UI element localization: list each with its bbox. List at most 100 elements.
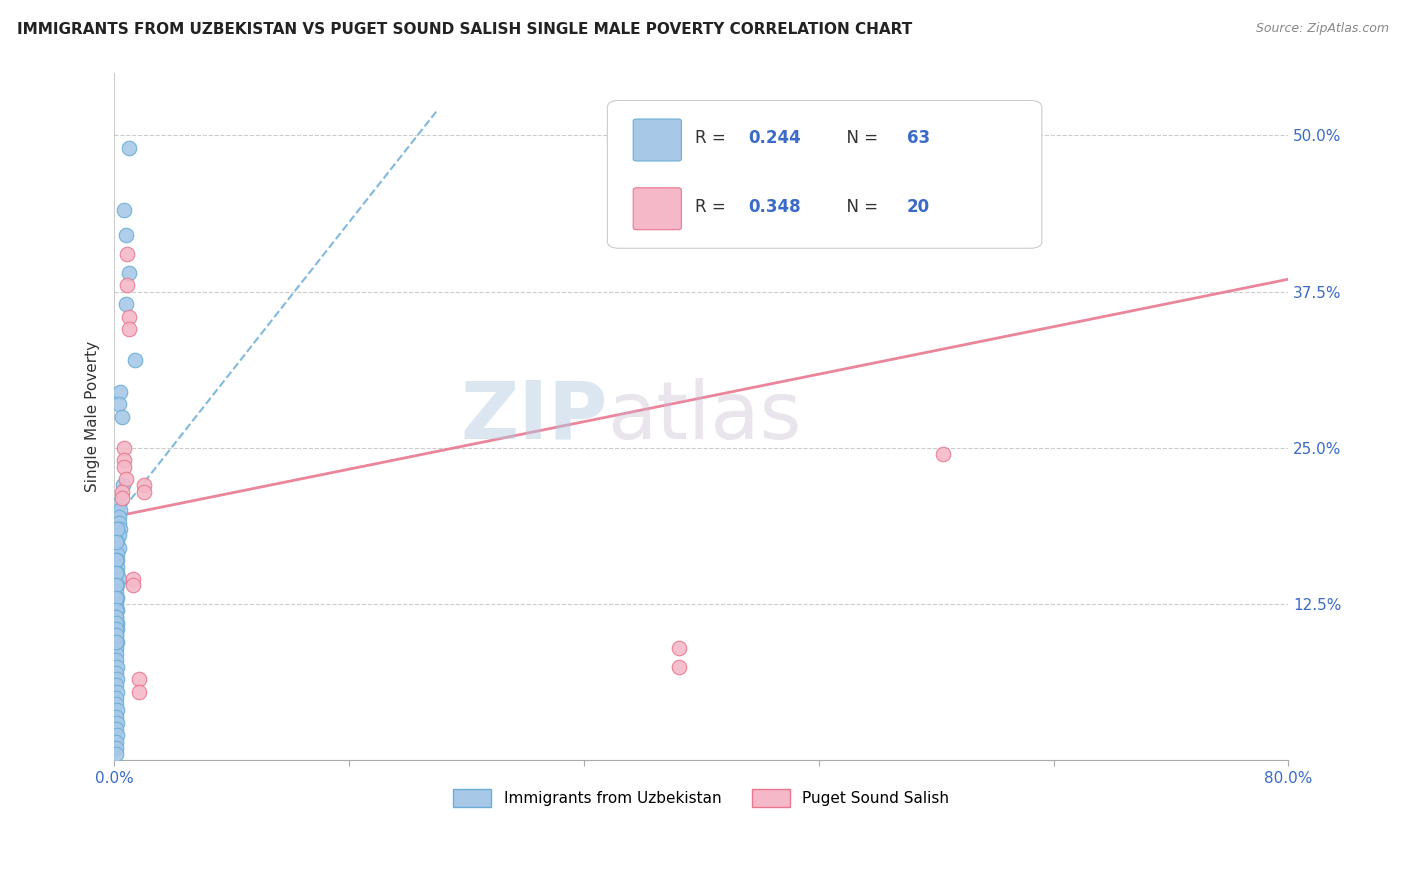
- Text: atlas: atlas: [607, 377, 801, 456]
- Point: [104, 609, 127, 624]
- Point: [105, 615, 128, 630]
- Point: [132, 484, 155, 499]
- Point: [128, 684, 150, 698]
- Point: [111, 478, 134, 492]
- Point: [114, 459, 136, 474]
- Y-axis label: Single Male Poverty: Single Male Poverty: [86, 341, 100, 492]
- Point: [105, 659, 128, 673]
- Point: [104, 628, 127, 642]
- Point: [107, 516, 129, 530]
- Point: [114, 441, 136, 455]
- Point: [115, 472, 138, 486]
- Point: [108, 384, 131, 399]
- Point: [104, 622, 127, 636]
- Point: [105, 672, 128, 686]
- Text: 63: 63: [907, 129, 929, 147]
- Point: [104, 697, 127, 711]
- Text: R =: R =: [696, 198, 731, 216]
- Point: [114, 203, 136, 218]
- Point: [105, 559, 128, 574]
- Point: [105, 603, 128, 617]
- Point: [105, 566, 128, 580]
- Point: [118, 322, 141, 336]
- Text: 20: 20: [907, 198, 929, 216]
- Point: [104, 653, 127, 667]
- Point: [122, 572, 145, 586]
- Point: [104, 690, 127, 705]
- Point: [132, 478, 155, 492]
- Point: [104, 647, 127, 661]
- Point: [105, 534, 128, 549]
- Text: ZIP: ZIP: [460, 377, 607, 456]
- Point: [105, 703, 128, 717]
- Point: [105, 522, 128, 536]
- Point: [107, 497, 129, 511]
- Point: [104, 640, 127, 655]
- Point: [104, 734, 127, 748]
- Point: [104, 553, 127, 567]
- Text: N =: N =: [837, 198, 884, 216]
- Point: [104, 566, 127, 580]
- Point: [932, 153, 955, 168]
- Point: [107, 541, 129, 555]
- Point: [104, 709, 127, 723]
- Point: [104, 722, 127, 736]
- Text: 0.244: 0.244: [748, 129, 801, 147]
- Point: [104, 740, 127, 755]
- Point: [110, 409, 132, 424]
- Point: [118, 310, 141, 324]
- Point: [105, 634, 128, 648]
- Point: [107, 397, 129, 411]
- Text: R =: R =: [696, 129, 731, 147]
- Point: [118, 141, 141, 155]
- Point: [108, 503, 131, 517]
- Point: [124, 353, 146, 368]
- Point: [122, 578, 145, 592]
- Point: [105, 715, 128, 730]
- Point: [118, 266, 141, 280]
- Point: [668, 640, 690, 655]
- Point: [115, 228, 138, 243]
- FancyBboxPatch shape: [633, 119, 682, 161]
- Point: [107, 509, 129, 524]
- Point: [105, 684, 128, 698]
- Point: [104, 603, 127, 617]
- Text: IMMIGRANTS FROM UZBEKISTAN VS PUGET SOUND SALISH SINGLE MALE POVERTY CORRELATION: IMMIGRANTS FROM UZBEKISTAN VS PUGET SOUN…: [17, 22, 912, 37]
- FancyBboxPatch shape: [633, 188, 682, 230]
- Point: [668, 659, 690, 673]
- Point: [108, 522, 131, 536]
- Point: [110, 484, 132, 499]
- Point: [107, 528, 129, 542]
- Point: [104, 578, 127, 592]
- Point: [105, 578, 128, 592]
- Point: [110, 491, 132, 505]
- Point: [104, 665, 127, 680]
- Point: [104, 534, 127, 549]
- Point: [104, 609, 127, 624]
- Point: [104, 747, 127, 761]
- Point: [104, 597, 127, 611]
- Point: [104, 678, 127, 692]
- Point: [104, 591, 127, 605]
- Point: [114, 453, 136, 467]
- Point: [104, 628, 127, 642]
- Point: [932, 447, 955, 461]
- Point: [115, 297, 138, 311]
- Point: [117, 247, 139, 261]
- Point: [105, 553, 128, 567]
- Point: [105, 622, 128, 636]
- Legend: Immigrants from Uzbekistan, Puget Sound Salish: Immigrants from Uzbekistan, Puget Sound …: [446, 781, 957, 814]
- Point: [104, 584, 127, 599]
- Point: [128, 672, 150, 686]
- Text: N =: N =: [837, 129, 884, 147]
- FancyBboxPatch shape: [607, 101, 1042, 248]
- Text: Source: ZipAtlas.com: Source: ZipAtlas.com: [1256, 22, 1389, 36]
- Point: [107, 572, 129, 586]
- Point: [104, 634, 127, 648]
- Point: [105, 591, 128, 605]
- Point: [105, 728, 128, 742]
- Point: [105, 547, 128, 561]
- Text: 0.348: 0.348: [748, 198, 801, 216]
- Point: [104, 615, 127, 630]
- Point: [117, 278, 139, 293]
